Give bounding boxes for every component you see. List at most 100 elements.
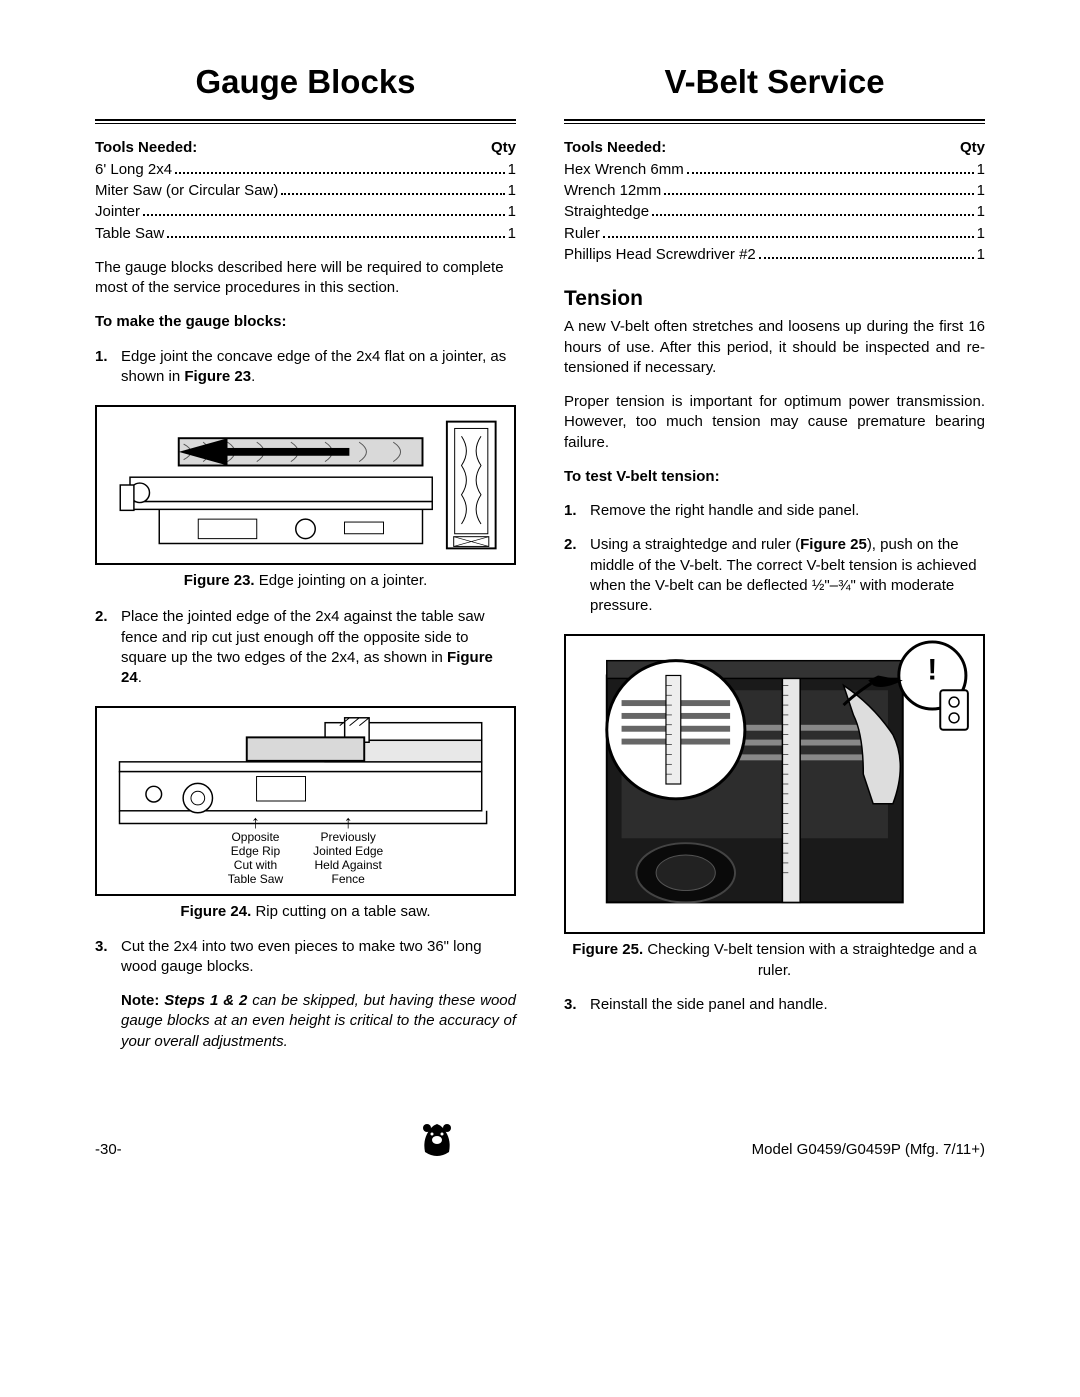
tool-row: Hex Wrench 6mm 1 xyxy=(564,160,985,180)
tool-qty: 1 xyxy=(508,181,516,201)
tension-paragraph-1: A new V-belt often stretches and loosens… xyxy=(564,317,985,378)
page-title-vbelt-service: V-Belt Service xyxy=(564,60,985,105)
dot-leader xyxy=(759,247,974,259)
tension-paragraph-2: Proper tension is important for optimum … xyxy=(564,392,985,453)
dot-leader xyxy=(175,162,505,174)
subhead-make-gauge-blocks: To make the gauge blocks: xyxy=(95,312,516,332)
tool-qty: 1 xyxy=(508,224,516,244)
step-number: 2. xyxy=(95,607,121,688)
left-column: Gauge Blocks Tools Needed: Qty 6' Long 2… xyxy=(95,60,516,1052)
figure-ref: Figure 25 xyxy=(800,536,867,553)
vbelt-tension-illustration: ! xyxy=(566,636,983,932)
figure-label: Figure 24. xyxy=(180,903,251,920)
figure-label: Figure 23. xyxy=(184,572,255,589)
figure-text: Checking V-belt tension with a straighte… xyxy=(643,941,977,978)
tools-qty-label: Qty xyxy=(491,138,516,158)
tool-row: Wrench 12mm 1 xyxy=(564,181,985,201)
tool-row: Jointer 1 xyxy=(95,202,516,222)
figure-23 xyxy=(95,405,516,565)
tool-row: 6' Long 2x4 1 xyxy=(95,160,516,180)
jointer-illustration xyxy=(97,407,514,563)
step-text: . xyxy=(138,669,142,686)
note-bold: Steps 1 & 2 xyxy=(164,992,247,1009)
step-1: 1. Remove the right handle and side pane… xyxy=(564,501,985,521)
step-text: Using a straightedge and ruler ( xyxy=(590,536,800,553)
dot-leader xyxy=(664,183,973,195)
figure-24: ↑ Opposite Edge Rip Cut with Table Saw ↑… xyxy=(95,706,516,896)
tool-name: 6' Long 2x4 xyxy=(95,160,172,180)
tool-name: Jointer xyxy=(95,202,140,222)
step-text: . xyxy=(251,368,255,385)
tools-header: Tools Needed: Qty xyxy=(564,138,985,158)
step-number: 1. xyxy=(95,347,121,388)
step-number: 2. xyxy=(564,535,590,616)
model-info: Model G0459/G0459P (Mfg. 7/11+) xyxy=(752,1140,985,1160)
tool-name: Table Saw xyxy=(95,224,164,244)
dot-leader xyxy=(167,226,504,238)
tools-qty-label: Qty xyxy=(960,138,985,158)
tool-qty: 1 xyxy=(977,202,985,222)
step-1: 1. Edge joint the concave edge of the 2x… xyxy=(95,347,516,388)
tool-qty: 1 xyxy=(508,202,516,222)
title-rule xyxy=(564,119,985,124)
title-rule xyxy=(95,119,516,124)
note-label: Note: xyxy=(121,992,164,1009)
svg-text:!: ! xyxy=(927,654,937,687)
figure-text: Edge jointing on a jointer. xyxy=(255,572,428,589)
step-2: 2. Place the jointed edge of the 2x4 aga… xyxy=(95,607,516,688)
figure-25-caption: Figure 25. Checking V-belt tension with … xyxy=(564,940,985,981)
step-2: 2. Using a straightedge and ruler (Figur… xyxy=(564,535,985,616)
figure-24-caption: Figure 24. Rip cutting on a table saw. xyxy=(95,902,516,922)
step-number: 3. xyxy=(564,995,590,1015)
tool-name: Phillips Head Screwdriver #2 xyxy=(564,245,756,265)
tool-row: Phillips Head Screwdriver #2 1 xyxy=(564,245,985,265)
tools-needed-label: Tools Needed: xyxy=(564,138,666,158)
tool-row: Table Saw 1 xyxy=(95,224,516,244)
step-text: Place the jointed edge of the 2x4 agains… xyxy=(121,608,485,666)
tool-name: Hex Wrench 6mm xyxy=(564,160,684,180)
tools-header: Tools Needed: Qty xyxy=(95,138,516,158)
step-body: Reinstall the side panel and handle. xyxy=(590,995,985,1015)
tool-qty: 1 xyxy=(977,224,985,244)
page-number: -30- xyxy=(95,1140,122,1160)
tool-qty: 1 xyxy=(977,245,985,265)
step-3: 3. Reinstall the side panel and handle. xyxy=(564,995,985,1015)
dot-leader xyxy=(652,204,974,216)
dot-leader xyxy=(603,226,974,238)
note-paragraph: Note: Steps 1 & 2 can be skipped, but ha… xyxy=(121,991,516,1052)
dot-leader xyxy=(687,162,974,174)
tool-qty: 1 xyxy=(977,181,985,201)
figure-23-caption: Figure 23. Edge jointing on a jointer. xyxy=(95,571,516,591)
tool-name: Wrench 12mm xyxy=(564,181,661,201)
tool-name: Straightedge xyxy=(564,202,649,222)
step-text: Edge joint the concave edge of the 2x4 f… xyxy=(121,348,506,385)
step-body: Place the jointed edge of the 2x4 agains… xyxy=(121,607,516,688)
step-number: 3. xyxy=(95,937,121,978)
table-saw-illustration xyxy=(97,708,514,894)
grizzly-logo-icon xyxy=(413,1112,461,1160)
page-footer: -30- Model G0459/G0459P (Mfg. 7/11+) xyxy=(95,1112,985,1160)
subhead-test-vbelt: To test V-belt tension: xyxy=(564,467,985,487)
figure-text: Rip cutting on a table saw. xyxy=(251,903,430,920)
step-body: Remove the right handle and side panel. xyxy=(590,501,985,521)
dot-leader xyxy=(143,204,505,216)
figure-label: Figure 25. xyxy=(572,941,643,958)
tool-name: Miter Saw (or Circular Saw) xyxy=(95,181,278,201)
tool-row: Miter Saw (or Circular Saw) 1 xyxy=(95,181,516,201)
step-body: Cut the 2x4 into two even pieces to make… xyxy=(121,937,516,978)
tools-needed-label: Tools Needed: xyxy=(95,138,197,158)
figure-ref: Figure 23 xyxy=(184,368,251,385)
step-3: 3. Cut the 2x4 into two even pieces to m… xyxy=(95,937,516,978)
section-tension: Tension xyxy=(564,285,985,313)
tool-qty: 1 xyxy=(977,160,985,180)
tool-row: Straightedge 1 xyxy=(564,202,985,222)
right-column: V-Belt Service Tools Needed: Qty Hex Wre… xyxy=(564,60,985,1052)
step-body: Edge joint the concave edge of the 2x4 f… xyxy=(121,347,516,388)
intro-paragraph: The gauge blocks described here will be … xyxy=(95,258,516,299)
page-title-gauge-blocks: Gauge Blocks xyxy=(95,60,516,105)
tool-qty: 1 xyxy=(508,160,516,180)
dot-leader xyxy=(281,183,504,195)
step-body: Using a straightedge and ruler (Figure 2… xyxy=(590,535,985,616)
tool-name: Ruler xyxy=(564,224,600,244)
figure-25: ! xyxy=(564,634,985,934)
